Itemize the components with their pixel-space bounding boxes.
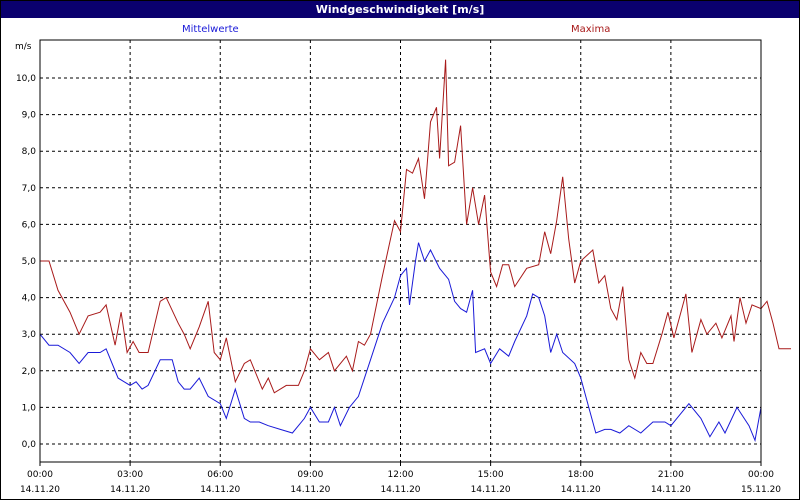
chart-title: Windgeschwindigkeit [m/s]: [1, 1, 799, 18]
x-tick-time: 18:00: [568, 470, 594, 480]
y-tick-label: 10,0: [16, 74, 36, 84]
y-axis-label: m/s: [15, 42, 32, 52]
x-tick-date: 14.11.20: [471, 485, 511, 495]
y-tick-label: 7,0: [22, 184, 37, 194]
x-tick-date: 15.11.20: [741, 485, 781, 495]
axes: 0,0 1,0 2,0 3,0 4,0 5,0 6,0 7,0 8,0 9,0 10,0 00:00 1…: [16, 39, 781, 495]
plot-border: [39, 39, 762, 463]
x-tick-time: 00:00: [748, 470, 774, 480]
x-tick-date: 14.11.20: [110, 485, 150, 495]
x-tick-date: 14.11.20: [200, 485, 240, 495]
y-tick-label: 0,0: [22, 440, 37, 450]
x-tick-time: 21:00: [658, 470, 684, 480]
x-tick-time: 12:00: [388, 470, 414, 480]
grid: [40, 40, 761, 462]
y-tick-label: 5,0: [22, 257, 37, 267]
x-tick-date: 14.11.20: [20, 485, 60, 495]
x-tick-date: 14.11.20: [561, 485, 601, 495]
series-maxima-line: [40, 59, 791, 394]
y-tick-label: 9,0: [22, 111, 37, 121]
x-tick-date: 14.11.20: [651, 485, 691, 495]
x-tick-time: 06:00: [207, 470, 233, 480]
x-tick-time: 15:00: [478, 470, 504, 480]
x-tick-time: 03:00: [117, 470, 143, 480]
legend-maxima: Maxima: [571, 24, 611, 35]
series-mittelwerte-line: [39, 242, 762, 443]
y-tick-label: 8,0: [22, 147, 37, 157]
x-tick-time: 09:00: [297, 470, 323, 480]
plot-area: [39, 59, 791, 443]
y-tick-label: 3,0: [22, 330, 37, 340]
y-tick-label: 4,0: [22, 294, 37, 304]
x-tick-time: 00:00: [27, 470, 53, 480]
x-tick-date: 14.11.20: [290, 485, 330, 495]
legend-mittelwerte: Mittelwerte: [182, 24, 239, 35]
y-tick-label: 1,0: [22, 403, 37, 413]
x-tick-date: 14.11.20: [380, 485, 420, 495]
y-tick-label: 2,0: [22, 367, 37, 377]
y-tick-label: 6,0: [22, 220, 37, 230]
